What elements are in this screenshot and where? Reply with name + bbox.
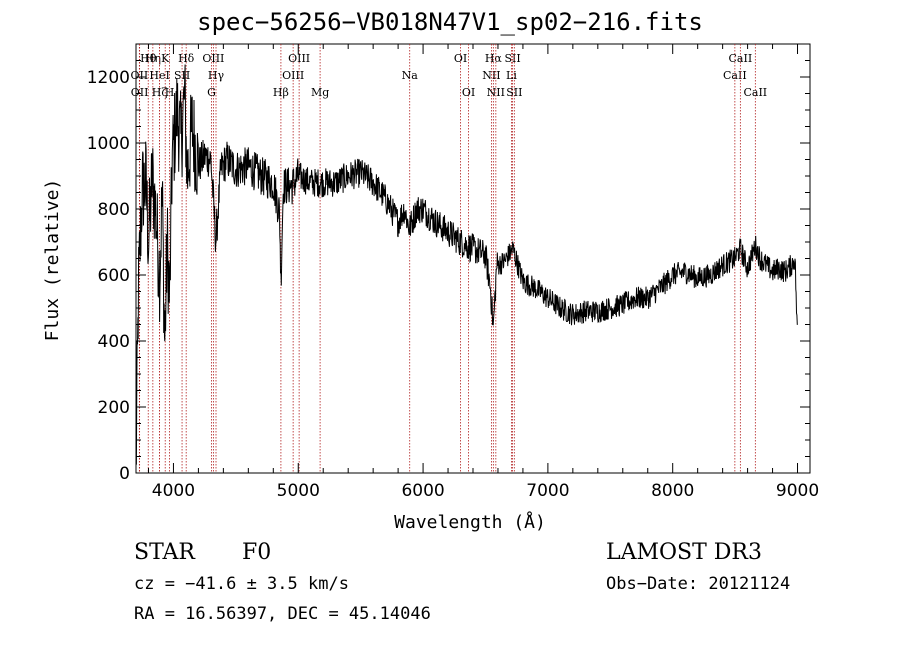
survey-name: LAMOST DR3 [606, 540, 762, 565]
line-marker-label: SII [506, 86, 522, 99]
x-tick-label: 8000 [651, 481, 694, 501]
ra-dec-coordinates: RA = 16.56397, DEC = 45.14046 [134, 604, 431, 624]
observation-date: Obs−Date: 20121124 [606, 574, 791, 594]
line-marker-label: Hγ [208, 69, 225, 82]
redshift-velocity: cz = −41.6 ± 3.5 km/s [134, 574, 349, 594]
line-marker-label: SII [504, 52, 520, 65]
x-tick-label: 4000 [152, 481, 195, 501]
x-tick-label: 6000 [401, 481, 444, 501]
object-subclass: F0 [242, 540, 272, 565]
y-tick-label: 400 [98, 332, 130, 352]
y-tick-label: 1000 [87, 134, 130, 154]
line-marker-label: Na [402, 69, 419, 82]
x-axis-ticks: 4000 5000 6000 7000 8000 9000 [147, 44, 819, 501]
line-marker-label: OIII [282, 69, 304, 82]
spectrum-line [135, 64, 798, 465]
line-marker-label: Hα [485, 52, 503, 65]
x-axis-label: Wavelength (Å) [394, 511, 546, 533]
y-axis-label: Flux (relative) [42, 179, 63, 342]
y-tick-label: 200 [98, 398, 130, 418]
y-tick-label: 800 [98, 200, 130, 220]
line-marker-label: Hθ [140, 52, 157, 65]
chart-title: spec−56256−VB018N47V1_sp02−216.fits [197, 8, 703, 36]
line-marker-label: CaII [729, 52, 753, 65]
line-marker-label: OIII [202, 52, 224, 65]
y-tick-label: 600 [98, 266, 130, 286]
y-tick-label: 0 [119, 464, 130, 484]
x-tick-label: 9000 [776, 481, 819, 501]
line-marker-label: Hβ [273, 86, 289, 99]
x-tick-label: 5000 [277, 481, 320, 501]
line-marker-label: OI [462, 86, 475, 99]
line-marker-label: Mg [311, 86, 329, 99]
line-marker-label: CaII [743, 86, 767, 99]
line-marker-label: OII [131, 86, 149, 99]
line-marker-label: NII [482, 69, 500, 82]
x-tick-label: 7000 [526, 481, 569, 501]
line-marker-label: Hη [145, 52, 161, 65]
line-marker-label: Hδ [178, 52, 195, 65]
line-marker-label: Li [506, 69, 517, 82]
line-marker-label: H [165, 86, 175, 99]
line-marker-label: K [161, 52, 170, 65]
y-axis-ticks: 0 200 400 600 800 1000 1200 [87, 60, 810, 484]
y-tick-label: 1200 [87, 68, 130, 88]
object-class: STAR [134, 540, 195, 565]
line-marker-label: G [207, 86, 216, 99]
line-marker-label: OI [454, 52, 467, 65]
line-marker-label: OIII [288, 52, 310, 65]
line-marker-label: NII [487, 86, 505, 99]
line-marker-label: Hζ [152, 86, 168, 99]
line-marker-label: CaII [723, 69, 747, 82]
plot-frame [135, 43, 811, 474]
